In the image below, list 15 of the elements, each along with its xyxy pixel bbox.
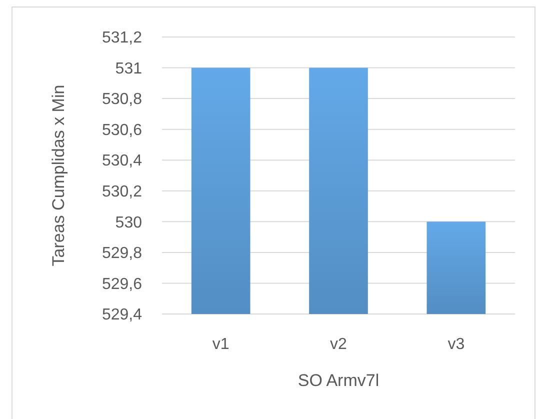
x-tick-label: v1 [212,336,230,353]
y-tick-label: 529,8 [102,245,142,262]
y-tick-label: 530 [115,214,142,232]
y-tick-label: 529,6 [102,276,142,293]
x-tick-label: v3 [448,336,465,353]
y-axis-title: Tareas Cumplidas x Min [48,84,68,266]
y-tick-label: 531,2 [102,30,142,47]
y-tick-label: 530,6 [102,122,142,139]
x-axis-title: SO Armv7l [298,371,380,390]
y-tick-label: 530,2 [102,183,142,200]
y-tick-label: 531 [115,60,142,78]
y-tick-label: 530,4 [102,152,142,170]
x-tick-label: v2 [330,336,348,353]
y-tick-label: 530,8 [102,91,142,108]
y-tick-label: 529,4 [102,306,142,324]
